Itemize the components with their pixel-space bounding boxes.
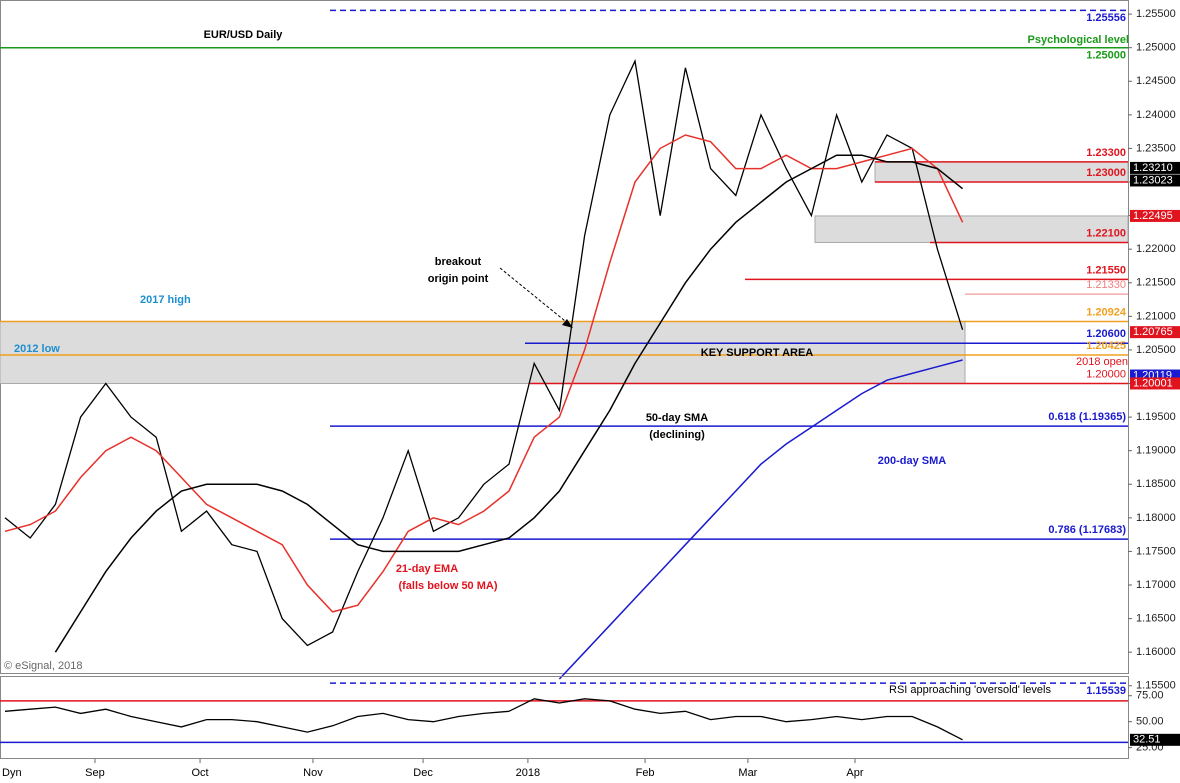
- panel-frame: [0, 676, 1129, 759]
- level-label: 1.22100: [1086, 227, 1126, 239]
- y-tick-label: 1.24000: [1136, 109, 1176, 121]
- axis-marker-label: 1.20001: [1133, 377, 1173, 389]
- y-tick-label: 1.21500: [1136, 277, 1176, 289]
- series-line: [54, 154, 964, 653]
- annotation: 2012 low: [14, 343, 60, 355]
- chart-title: EUR/USD Daily: [204, 29, 284, 41]
- x-tick-label: Apr: [846, 767, 863, 779]
- series-line: [4, 698, 963, 741]
- x-tick-label: Nov: [303, 767, 323, 779]
- support-zone: [0, 320, 966, 385]
- axis-marker: [1130, 161, 1180, 174]
- level-label: 1.20425: [1086, 340, 1126, 352]
- value-marker: [1130, 733, 1180, 746]
- annotation: 2018 open: [1076, 356, 1128, 368]
- x-tick-label: 2018: [516, 767, 540, 779]
- level-label: 1.25556: [1086, 12, 1126, 24]
- axis-marker: [1130, 377, 1180, 390]
- x-tick-label: Dec: [413, 767, 433, 779]
- y-tick-label: 1.18000: [1136, 512, 1176, 524]
- level-label: 1.15539: [1086, 685, 1126, 697]
- y-tick-label: 1.15500: [1136, 680, 1176, 692]
- x-tick-label: Mar: [738, 767, 757, 779]
- x-tick-label: Oct: [191, 767, 208, 779]
- annotation: 200-day SMA: [878, 455, 947, 467]
- y-tick-label: 1.16000: [1136, 646, 1176, 658]
- level-label: 1.21330: [1086, 279, 1126, 291]
- level-label: 1.23300: [1086, 147, 1126, 159]
- y-tick-label: 1.18500: [1136, 478, 1176, 490]
- y-tick-label: 1.22000: [1136, 243, 1176, 255]
- annotation: (declining): [649, 429, 705, 441]
- level-label: 1.20600: [1086, 328, 1126, 340]
- annotation: 2017 high: [140, 294, 191, 306]
- series-line: [4, 134, 964, 613]
- y-tick-label: 50.00: [1136, 716, 1164, 728]
- level-label: 1.20924: [1086, 306, 1127, 318]
- level-label: 0.786 (1.17683): [1048, 524, 1126, 536]
- x-tick-label: Feb: [636, 767, 655, 779]
- arrow-head: [562, 319, 573, 328]
- level-label: 1.20000: [1086, 368, 1126, 380]
- value-label: 32.51: [1133, 734, 1161, 746]
- annotation: © eSignal, 2018: [4, 660, 82, 672]
- y-tick-label: 1.25000: [1136, 42, 1176, 54]
- y-tick-label: 1.24500: [1136, 75, 1176, 87]
- y-tick-label: 75.00: [1136, 690, 1164, 702]
- y-tick-label: 1.17500: [1136, 545, 1176, 557]
- arrow: [499, 267, 571, 326]
- annotation: (falls below 50 MA): [398, 580, 497, 592]
- annotation: Psychological level: [1028, 34, 1130, 46]
- annotation: Dyn: [2, 767, 22, 779]
- y-tick-label: 1.23500: [1136, 142, 1176, 154]
- annotation: KEY SUPPORT AREA: [701, 347, 814, 359]
- level-label: 1.23000: [1086, 167, 1126, 179]
- y-tick-label: 1.17000: [1136, 579, 1176, 591]
- y-tick-label: 1.25500: [1136, 8, 1176, 20]
- rsi-title: RSI approaching 'oversold' levels: [889, 684, 1051, 696]
- axis-marker: [1130, 209, 1180, 222]
- annotation: 50-day SMA: [646, 412, 708, 424]
- axis-marker-label: 1.23210: [1133, 162, 1173, 174]
- y-tick-label: 1.19000: [1136, 445, 1176, 457]
- y-tick-label: 1.21000: [1136, 310, 1176, 322]
- level-label: 1.21550: [1086, 264, 1126, 276]
- level-label: 0.618 (1.19365): [1048, 411, 1126, 423]
- annotation: breakout: [435, 256, 482, 268]
- y-tick-label: 1.19500: [1136, 411, 1176, 423]
- axis-marker-label: 1.23023: [1133, 174, 1173, 186]
- axis-marker: [1130, 326, 1180, 339]
- y-tick-label: 1.20500: [1136, 344, 1176, 356]
- x-tick-label: Sep: [85, 767, 105, 779]
- axis-marker-label: 1.22495: [1133, 210, 1173, 222]
- series-line: [4, 58, 964, 647]
- level-label: 1.25000: [1086, 50, 1126, 62]
- resistance-zone: [814, 215, 1129, 243]
- series-line: [558, 359, 963, 680]
- annotation: 21-day EMA: [396, 563, 458, 575]
- axis-marker: [1130, 174, 1180, 187]
- annotation: origin point: [428, 273, 489, 285]
- axis-marker-label: 1.20765: [1133, 326, 1173, 338]
- y-tick-label: 1.16500: [1136, 613, 1176, 625]
